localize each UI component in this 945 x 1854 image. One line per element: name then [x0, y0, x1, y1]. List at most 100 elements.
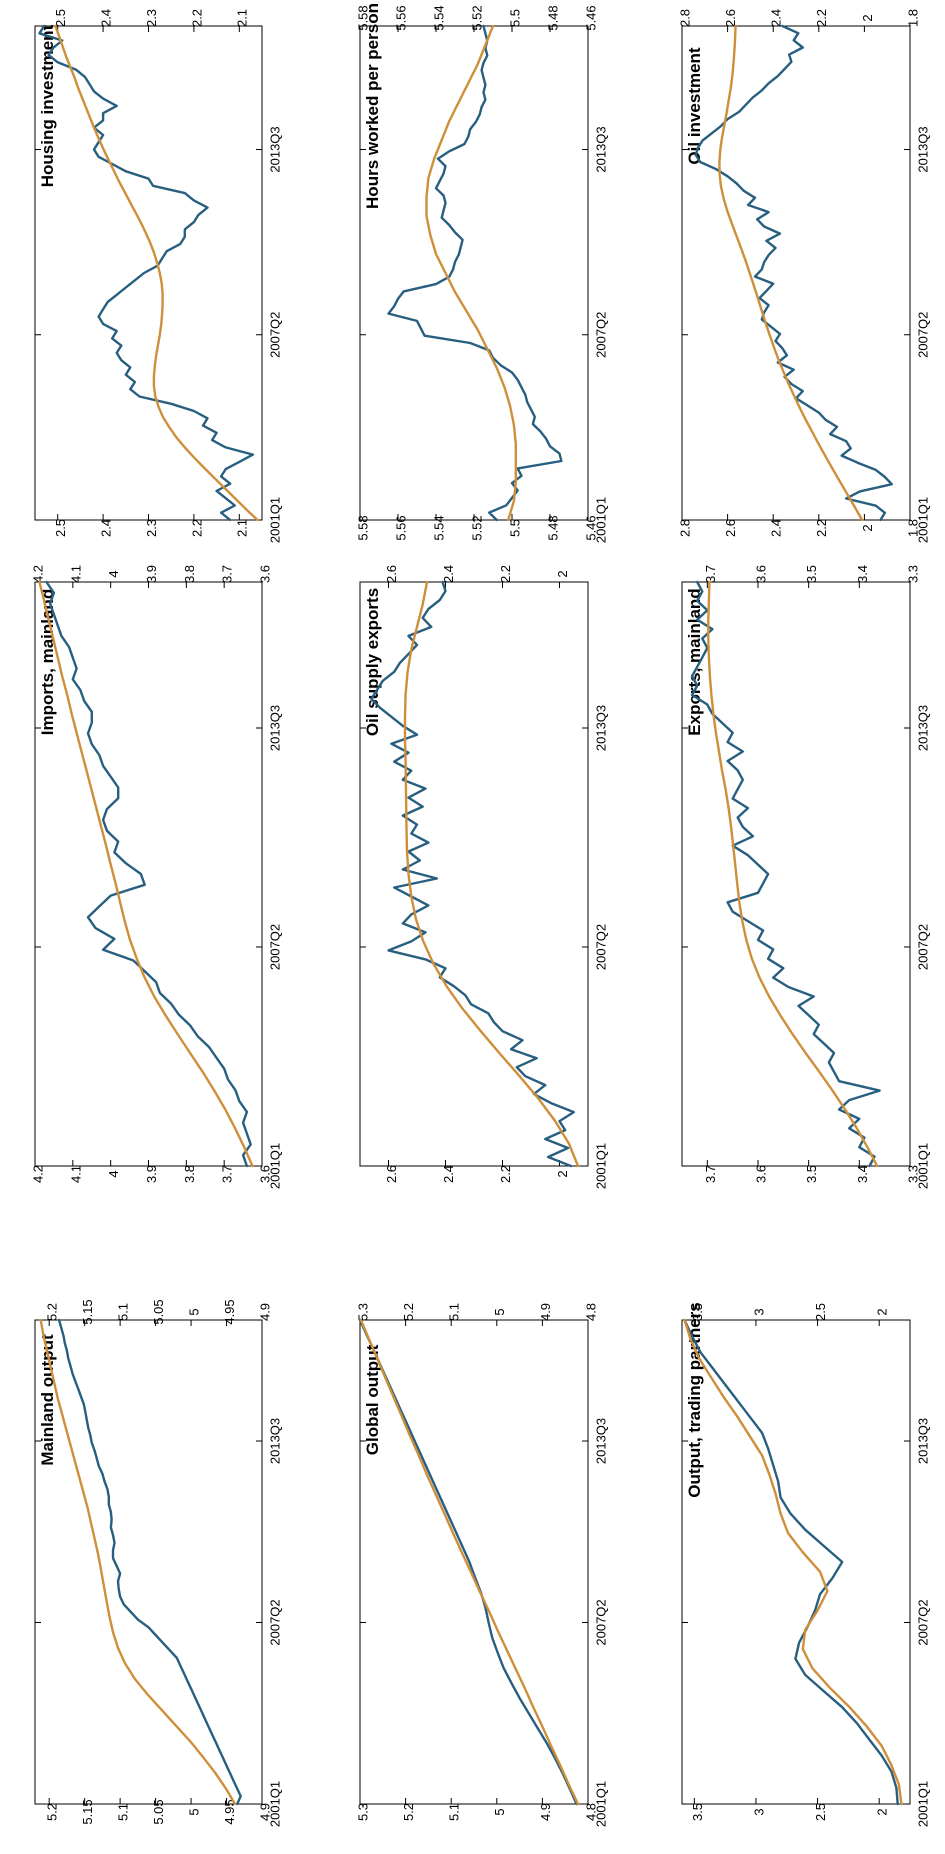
y-tick-label: 5.46 [583, 515, 598, 540]
chart-panel: 4.8 4.8 4.9 4.9 5 5 5.1 5.1 5.2 5.2 5.3 5.3 2001Q1 20… [355, 1303, 608, 1827]
y-tick-label: 2 [875, 1308, 890, 1315]
series-line-trend [359, 1318, 580, 1806]
chart-panel: 5.46 5.46 5.48 5.48 5.5 5.5 5.52 5.52 5.54 5.54 5.… [355, 3, 608, 543]
y-tick-label: 5 [187, 1308, 202, 1315]
y-tick-label: 2.2 [189, 519, 204, 537]
y-tick-label: 2.3 [144, 9, 159, 27]
chart-title: Hours worked per person [363, 3, 382, 209]
x-tick-label: 2007Q2 [267, 312, 282, 358]
y-tick-label: 5.2 [45, 1303, 60, 1321]
x-tick-label: 2013Q3 [915, 1418, 930, 1464]
y-tick-label: 2.4 [441, 1165, 456, 1183]
series-line-data [387, 24, 563, 522]
plot-frame [681, 581, 911, 1167]
y-tick-label: 3.7 [220, 1165, 235, 1183]
y-tick-label: 2.4 [769, 519, 784, 537]
x-tick-label: 2001Q1 [267, 1143, 282, 1189]
y-tick-label: 3.6 [257, 1165, 272, 1183]
y-tick-label: 3.7 [703, 1165, 718, 1183]
chart-panel: 2.1 2.1 2.2 2.2 2.3 2.3 2.4 2.4 2.5 2.5 2001Q1 2007… [34, 9, 282, 543]
y-tick-label: 3 [751, 1308, 766, 1315]
y-tick-label: 5.1 [447, 1803, 462, 1821]
series-line-trend [683, 1318, 903, 1806]
series-line-data [690, 580, 881, 1168]
chart-panel: 3.3 3.3 3.4 3.4 3.5 3.5 3.6 3.6 3.7 3.7 2001Q1 2007… [681, 565, 930, 1189]
y-tick-label: 3.9 [144, 565, 159, 583]
y-tick-label: 4 [106, 570, 121, 577]
y-tick-label: 5.56 [393, 5, 408, 30]
y-tick-label: 3.7 [703, 565, 718, 583]
y-tick-label: 4.8 [583, 1303, 598, 1321]
x-tick-label: 2007Q2 [915, 924, 930, 970]
chart-panel: 2 2 2.2 2.2 2.4 2.4 2.6 2.6 2001Q1 2007Q2 2013Q3 Oi… [359, 565, 608, 1189]
series-line-trend [39, 1318, 237, 1806]
y-tick-label: 2.5 [813, 1303, 828, 1321]
y-tick-label: 5.56 [393, 515, 408, 540]
x-tick-label: 2007Q2 [593, 924, 608, 970]
series-line-data [45, 580, 252, 1168]
x-tick-label: 2013Q3 [267, 705, 282, 751]
y-tick-label: 2.4 [441, 565, 456, 583]
y-tick-label: 5.2 [401, 1303, 416, 1321]
y-tick-label: 4 [106, 1170, 121, 1177]
chart-title: Imports, mainland [38, 589, 57, 735]
y-tick-label: 5.05 [151, 1799, 166, 1824]
y-tick-label: 2.2 [814, 519, 829, 537]
x-tick-label: 2007Q2 [915, 312, 930, 358]
y-tick-label: 2.6 [384, 565, 399, 583]
x-tick-label: 2001Q1 [267, 1781, 282, 1827]
x-tick-label: 2001Q1 [593, 1143, 608, 1189]
y-tick-label: 2 [555, 570, 570, 577]
x-tick-label: 2001Q1 [915, 497, 930, 543]
plot-frame [359, 581, 589, 1167]
series-line-trend [707, 580, 879, 1168]
y-tick-label: 2.8 [677, 519, 692, 537]
y-tick-label: 2.3 [144, 519, 159, 537]
y-tick-label: 3.5 [690, 1303, 705, 1321]
y-tick-label: 4.8 [583, 1803, 598, 1821]
y-tick-label: 2.2 [189, 9, 204, 27]
x-tick-label: 2001Q1 [267, 497, 282, 543]
y-tick-label: 5.52 [469, 515, 484, 540]
x-tick-label: 2013Q3 [593, 126, 608, 172]
y-tick-label: 2.5 [53, 9, 68, 27]
chart-title: Mainland output [38, 1334, 57, 1466]
series-line-data [370, 580, 575, 1168]
series-line-trend [54, 24, 259, 522]
y-tick-label: 2 [875, 1808, 890, 1815]
y-tick-label: 2.5 [813, 1803, 828, 1821]
y-tick-label: 2.2 [498, 565, 513, 583]
y-tick-label: 4.2 [30, 565, 45, 583]
y-tick-label: 2.6 [723, 9, 738, 27]
y-tick-label: 2 [555, 1170, 570, 1177]
y-tick-label: 5.58 [355, 5, 370, 30]
y-tick-label: 3.9 [144, 1165, 159, 1183]
series-line-data [683, 1318, 899, 1806]
y-tick-label: 2.1 [235, 519, 250, 537]
y-tick-label: 3.3 [905, 565, 920, 583]
y-tick-label: 3.8 [182, 565, 197, 583]
plot-frame [34, 1319, 263, 1805]
series-line-trend [718, 24, 864, 522]
y-tick-label: 5.1 [116, 1303, 131, 1321]
chart-panel: 1.8 1.8 2 2 2.2 2.2 2.4 2.4 2.6 2.6 2.8 2.8 2001Q1 20… [677, 9, 930, 543]
y-tick-label: 5.05 [151, 1299, 166, 1324]
y-tick-label: 3.4 [855, 565, 870, 583]
chart-panel: 222.52.5333.53.52001Q12007Q22013Q3Output… [681, 1302, 930, 1827]
series-line-trend [425, 24, 517, 522]
y-tick-label: 5.3 [355, 1803, 370, 1821]
y-tick-label: 5 [492, 1308, 507, 1315]
y-tick-label: 4.1 [68, 565, 83, 583]
series-line-data [38, 24, 255, 522]
y-tick-label: 2.5 [53, 519, 68, 537]
chart-title: Oil investment [685, 47, 704, 164]
y-tick-label: 2.4 [769, 9, 784, 27]
series-line-trend [38, 580, 254, 1168]
y-tick-label: 5 [187, 1808, 202, 1815]
y-tick-label: 5.2 [45, 1803, 60, 1821]
x-tick-label: 2013Q3 [267, 1418, 282, 1464]
y-tick-label: 5.5 [507, 9, 522, 27]
y-tick-label: 5 [492, 1808, 507, 1815]
y-tick-label: 5.2 [401, 1803, 416, 1821]
